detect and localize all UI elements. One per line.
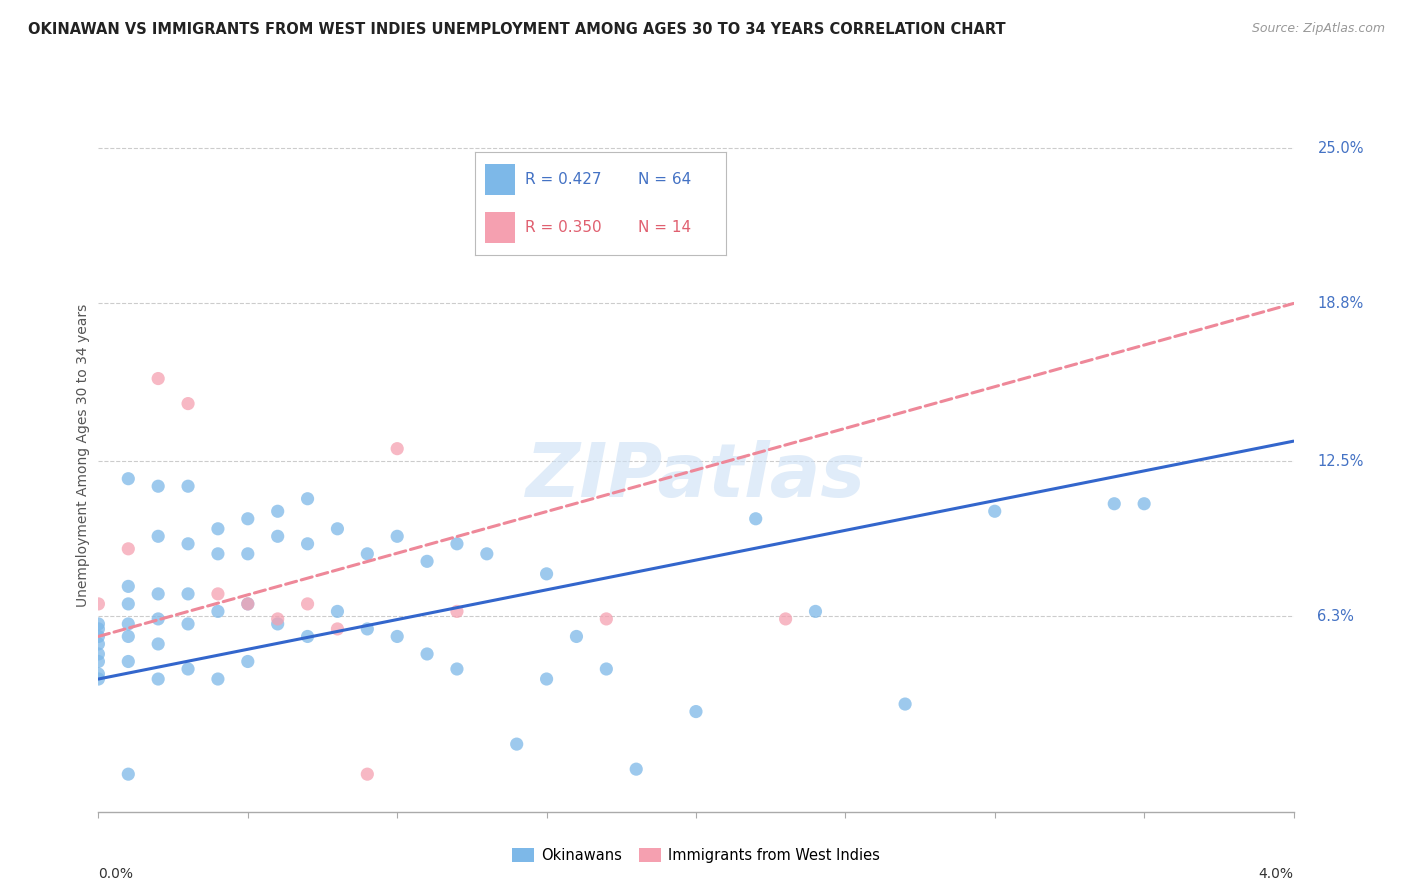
Point <box>267 616 290 631</box>
Point <box>983 504 1005 518</box>
Point <box>148 479 170 493</box>
Point <box>207 604 229 618</box>
Point <box>87 616 110 631</box>
Point <box>236 597 259 611</box>
Point <box>595 662 617 676</box>
Point <box>267 529 290 543</box>
Point <box>475 547 498 561</box>
Point <box>87 597 110 611</box>
Point <box>356 767 378 781</box>
Point <box>385 630 409 644</box>
Point <box>565 630 588 644</box>
Point <box>297 537 319 551</box>
Point <box>87 655 110 669</box>
Point <box>87 672 110 686</box>
Text: OKINAWAN VS IMMIGRANTS FROM WEST INDIES UNEMPLOYMENT AMONG AGES 30 TO 34 YEARS C: OKINAWAN VS IMMIGRANTS FROM WEST INDIES … <box>28 22 1005 37</box>
Legend: Okinawans, Immigrants from West Indies: Okinawans, Immigrants from West Indies <box>506 842 886 869</box>
Text: 18.8%: 18.8% <box>1317 296 1364 311</box>
Point <box>745 512 768 526</box>
Point <box>117 616 139 631</box>
Point <box>326 604 349 618</box>
Bar <box>485 211 515 243</box>
Point <box>148 529 170 543</box>
Point <box>416 647 439 661</box>
Point <box>1102 497 1125 511</box>
Point <box>536 672 558 686</box>
Point <box>177 396 200 410</box>
Text: N = 64: N = 64 <box>638 172 692 187</box>
Point <box>595 612 617 626</box>
Point <box>87 647 110 661</box>
Point <box>207 547 229 561</box>
Point <box>87 637 110 651</box>
Point <box>385 442 409 456</box>
Point <box>326 622 349 636</box>
Point <box>117 472 139 486</box>
Point <box>624 762 647 776</box>
Point <box>117 630 139 644</box>
Text: 25.0%: 25.0% <box>1317 141 1364 156</box>
Point <box>267 612 290 626</box>
Text: 12.5%: 12.5% <box>1317 454 1364 468</box>
Text: ZIPatlas: ZIPatlas <box>526 440 866 513</box>
Text: 0.0%: 0.0% <box>98 867 134 880</box>
Bar <box>485 164 515 195</box>
Point <box>894 697 917 711</box>
Point <box>117 655 139 669</box>
Point <box>536 566 558 581</box>
Point <box>117 541 139 556</box>
Point <box>236 512 259 526</box>
Point <box>207 587 229 601</box>
Text: 4.0%: 4.0% <box>1258 867 1294 880</box>
Point <box>356 622 378 636</box>
Text: Source: ZipAtlas.com: Source: ZipAtlas.com <box>1251 22 1385 36</box>
Point <box>804 604 827 618</box>
Point <box>356 547 378 561</box>
Point <box>775 612 797 626</box>
Text: 6.3%: 6.3% <box>1317 609 1354 624</box>
Point <box>87 622 110 636</box>
Y-axis label: Unemployment Among Ages 30 to 34 years: Unemployment Among Ages 30 to 34 years <box>76 303 90 607</box>
Point <box>236 655 259 669</box>
Point <box>207 522 229 536</box>
Point <box>177 479 200 493</box>
Point <box>87 630 110 644</box>
Point <box>267 504 290 518</box>
Point <box>685 705 707 719</box>
Point <box>207 672 229 686</box>
Text: R = 0.350: R = 0.350 <box>524 219 602 235</box>
Point <box>446 604 468 618</box>
Point <box>236 547 259 561</box>
Point <box>117 579 139 593</box>
Point <box>385 529 409 543</box>
Point <box>148 672 170 686</box>
Point <box>148 612 170 626</box>
Point <box>177 537 200 551</box>
Point <box>416 554 439 568</box>
Text: N = 14: N = 14 <box>638 219 692 235</box>
Point <box>506 737 529 751</box>
Point <box>177 587 200 601</box>
Point <box>148 637 170 651</box>
Point <box>87 667 110 681</box>
Point <box>177 616 200 631</box>
Point <box>177 662 200 676</box>
Point <box>117 767 139 781</box>
Point <box>297 491 319 506</box>
Text: R = 0.427: R = 0.427 <box>524 172 602 187</box>
Point <box>326 522 349 536</box>
Point <box>117 597 139 611</box>
Point <box>297 597 319 611</box>
Point <box>236 597 259 611</box>
Point <box>1133 497 1156 511</box>
Point <box>446 662 468 676</box>
Point <box>148 587 170 601</box>
Point <box>148 371 170 385</box>
Point <box>297 630 319 644</box>
Point <box>446 537 468 551</box>
